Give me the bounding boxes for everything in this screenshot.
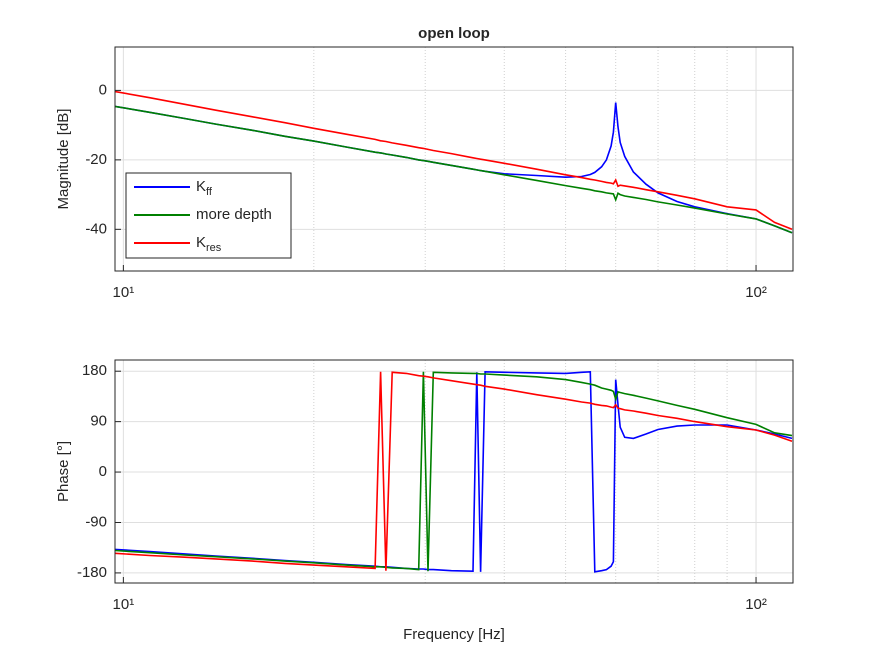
y-tick-label: 0 [99, 463, 107, 480]
y-tick-label: 0 [99, 81, 107, 98]
plot-area [115, 360, 793, 583]
y-tick-label: -90 [85, 513, 107, 530]
y-tick-label: -180 [77, 564, 107, 581]
axes-box [114, 359, 794, 584]
series-line [115, 371, 793, 571]
legend-label: Kres [196, 234, 222, 254]
x-tick-label: 10¹ [113, 284, 135, 301]
series-line [115, 105, 793, 234]
x-axis-label: Frequency [Hz] [403, 626, 505, 643]
legend-label: more depth [196, 206, 272, 223]
series-line [115, 90, 793, 231]
y-axis-label: Magnitude [dB] [55, 109, 72, 210]
x-tick-label: 10² [745, 596, 767, 613]
y-tick-label: -40 [85, 220, 107, 237]
y-tick-label: -20 [85, 151, 107, 168]
series-line [115, 371, 793, 572]
x-tick-label: 10¹ [113, 596, 135, 613]
chart-title: open loop [418, 25, 490, 42]
y-axis-label: Phase [°] [55, 441, 72, 502]
x-tick-label: 10² [745, 284, 767, 301]
y-tick-label: 180 [82, 362, 107, 379]
axes-box [114, 46, 794, 272]
legend-label: Kff [196, 178, 213, 198]
y-tick-label: 90 [90, 413, 107, 430]
